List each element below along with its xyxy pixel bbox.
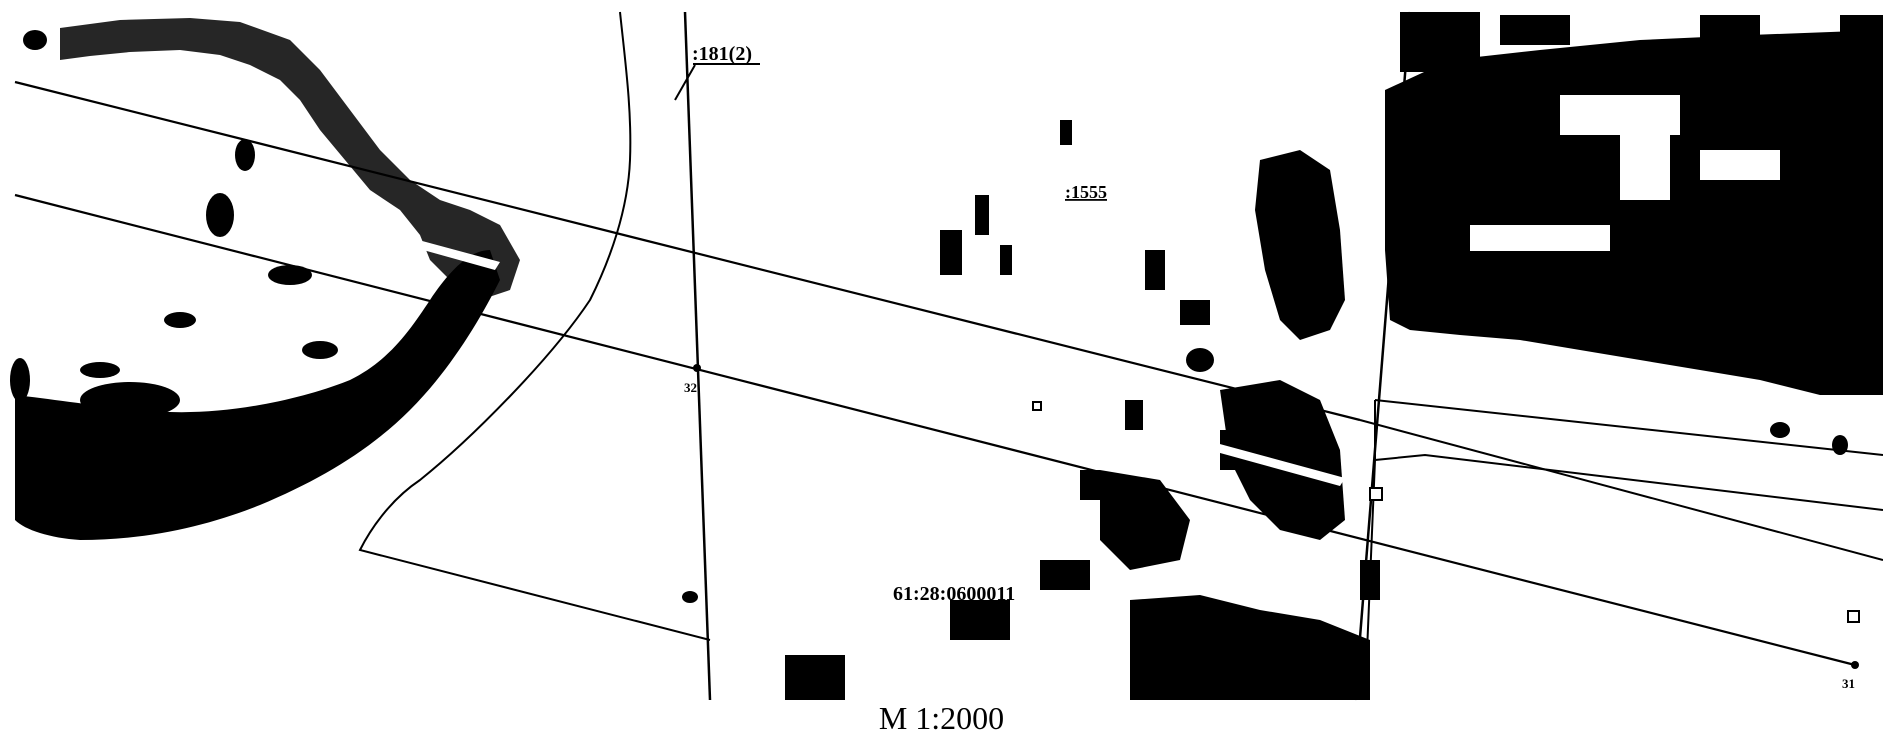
point-label-31: 31 <box>1842 676 1855 691</box>
dark-shore-upper <box>60 18 520 300</box>
square-symbol <box>1847 610 1860 623</box>
dark-blob <box>1770 422 1790 438</box>
parcel-label-1555: :1555 <box>1065 182 1107 202</box>
dark-block <box>1125 400 1143 430</box>
settlement-label: …инское сельское по… <box>18 415 252 440</box>
dark-blob <box>164 312 196 328</box>
dark-block <box>1400 12 1480 72</box>
leader-line-181 <box>674 64 696 101</box>
dark-block <box>1840 15 1883 85</box>
dark-block <box>1060 120 1072 145</box>
dark-blob <box>235 139 255 171</box>
square-symbol <box>1369 487 1383 501</box>
road-highlights <box>398 235 1345 486</box>
dark-blob <box>268 265 312 285</box>
dark-blob <box>1186 348 1214 372</box>
light-gap <box>1470 225 1610 251</box>
raster-edge <box>0 700 1883 739</box>
dark-block <box>975 195 989 235</box>
parcel-boundary-right <box>1353 11 1412 701</box>
dark-block <box>1040 560 1090 590</box>
parcel-boundary-east <box>1374 400 1883 511</box>
dark-blob <box>80 382 180 418</box>
dark-block <box>950 600 1010 640</box>
point-marker-32 <box>693 364 701 372</box>
road-edge-upper <box>14 80 1361 422</box>
dark-terrain-left <box>15 250 500 540</box>
square-symbols <box>1032 401 1860 623</box>
dark-block <box>1500 15 1570 45</box>
dark-block <box>785 655 845 700</box>
light-gap <box>1700 150 1780 180</box>
dark-block <box>1180 300 1210 325</box>
point-label-32: 32 <box>684 380 697 395</box>
dark-patch-center <box>1220 380 1345 540</box>
dark-patch-center <box>1100 470 1190 570</box>
boundary-points <box>693 364 1859 669</box>
dark-blob <box>302 341 338 359</box>
cadastral-block-label: 61:28:0600011 <box>893 583 1015 605</box>
dark-patch-center <box>1130 595 1370 700</box>
light-gap <box>1620 110 1670 200</box>
dark-patch-center <box>1255 150 1345 340</box>
scale-caption: М 1:2000 <box>878 700 1005 736</box>
parcel-boundary-east-upper <box>1374 399 1883 456</box>
boundary-lines <box>14 11 1883 701</box>
dark-blob <box>206 193 234 237</box>
aerial-photo-layer <box>10 12 1883 700</box>
dark-blob <box>10 358 30 402</box>
square-symbol <box>1032 401 1042 411</box>
dark-terrain-right <box>1385 30 1883 395</box>
parcel-boundary-vertical <box>683 11 712 701</box>
road-edge-lower <box>14 193 1856 667</box>
dark-block <box>1000 245 1012 275</box>
parcel-label-181: :181(2) <box>692 43 752 65</box>
dark-block <box>1145 250 1165 290</box>
dark-block <box>1700 15 1760 40</box>
road-highlight <box>398 235 500 270</box>
dark-blob <box>1832 435 1848 455</box>
road-highlight <box>1202 440 1345 486</box>
dark-blob <box>23 30 47 50</box>
dark-block <box>940 230 962 275</box>
dark-blob <box>80 362 120 378</box>
point-marker-31 <box>1851 661 1859 669</box>
parcel-boundary-left <box>358 11 711 641</box>
road-edge-right <box>1359 419 1883 561</box>
dark-blob <box>682 591 698 603</box>
dark-block <box>1080 470 1100 500</box>
